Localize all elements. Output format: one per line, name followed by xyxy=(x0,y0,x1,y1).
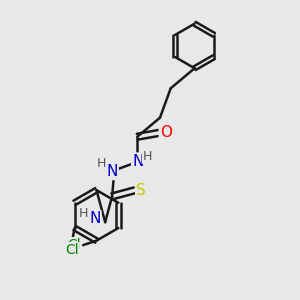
Text: Cl: Cl xyxy=(65,243,79,257)
Text: H: H xyxy=(79,207,88,220)
Text: Cl: Cl xyxy=(67,238,80,252)
Text: N: N xyxy=(132,154,144,169)
Text: H: H xyxy=(143,150,152,163)
Text: N: N xyxy=(106,164,118,179)
Text: O: O xyxy=(160,125,172,140)
Text: H: H xyxy=(97,157,106,170)
Text: S: S xyxy=(136,183,146,198)
Text: N: N xyxy=(89,211,100,226)
